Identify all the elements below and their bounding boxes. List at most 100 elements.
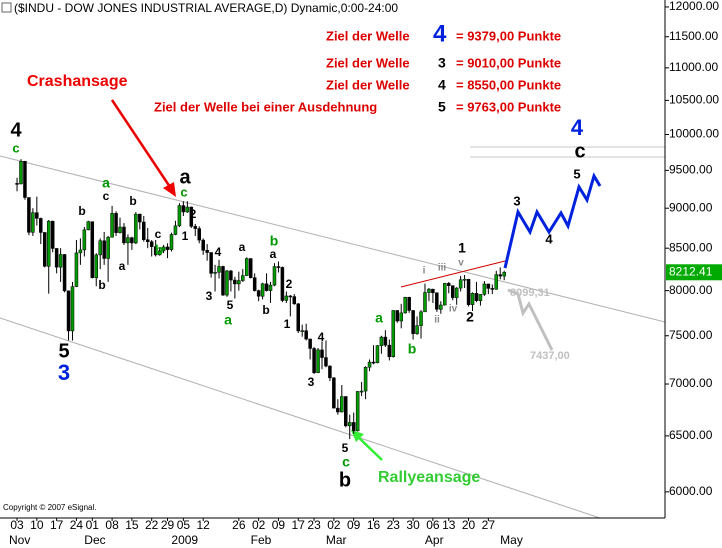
candle-body bbox=[106, 236, 110, 259]
candle-body bbox=[260, 283, 265, 297]
candle-body bbox=[304, 330, 308, 340]
wave-label: 3 bbox=[513, 193, 520, 208]
x-tick-label: 08 bbox=[105, 518, 119, 532]
candle-body bbox=[90, 221, 95, 278]
wave-label: 3 bbox=[58, 360, 70, 385]
wave-label: 1 bbox=[182, 229, 189, 243]
candle-body bbox=[466, 279, 471, 305]
x-tick-label: 22 bbox=[145, 518, 159, 532]
candle-body bbox=[486, 283, 491, 289]
candle-body bbox=[19, 160, 23, 185]
y-tick-label: 8500.00 bbox=[669, 240, 713, 254]
x-tick-label: 02 bbox=[252, 518, 266, 532]
candle-body bbox=[122, 226, 126, 244]
wave-label: a bbox=[119, 259, 126, 273]
candle-body bbox=[391, 310, 396, 358]
candle-body bbox=[221, 266, 225, 296]
channel-line bbox=[0, 155, 666, 323]
candle-body bbox=[248, 258, 253, 278]
candle-body bbox=[74, 252, 79, 287]
wave-label: 5 bbox=[342, 441, 349, 455]
target-value: = 9763,00 Punkte bbox=[456, 99, 561, 114]
candle-body bbox=[205, 250, 209, 253]
x-tick-label: 09 bbox=[347, 518, 361, 532]
candle-body bbox=[149, 241, 154, 247]
wave-label: 4 bbox=[571, 115, 584, 140]
candle-body bbox=[165, 246, 170, 250]
candle-body bbox=[367, 361, 372, 368]
wave-label: b bbox=[155, 242, 164, 258]
y-tick-label: 6000.00 bbox=[669, 484, 713, 498]
candle-body bbox=[201, 239, 205, 251]
candle-body bbox=[256, 290, 261, 297]
candle-body bbox=[407, 297, 411, 311]
target-value: = 9379,00 Punkte bbox=[456, 28, 561, 43]
candle-body bbox=[98, 240, 102, 256]
channel-line bbox=[0, 317, 601, 519]
candle-body bbox=[300, 330, 304, 332]
wave-label: iii bbox=[438, 263, 447, 274]
y-tick-label: 9500.00 bbox=[669, 163, 713, 177]
candle-body bbox=[474, 293, 479, 301]
arrow bbox=[355, 434, 383, 461]
symbol-icon bbox=[1, 2, 12, 13]
candle-body bbox=[185, 206, 190, 213]
wave-label: b bbox=[270, 233, 279, 249]
candle-body bbox=[312, 348, 316, 373]
x-tick-label: 17 bbox=[292, 518, 306, 532]
x-tick-label: 12 bbox=[197, 518, 211, 532]
arrow bbox=[110, 99, 174, 191]
candle-body bbox=[371, 361, 376, 364]
candle-body bbox=[268, 284, 273, 291]
candle-body bbox=[193, 226, 198, 229]
candle-body bbox=[344, 396, 348, 427]
candle-body bbox=[308, 338, 312, 349]
candle-body bbox=[328, 365, 332, 379]
wave-label: i bbox=[423, 266, 426, 277]
wave-label: 3 bbox=[206, 289, 213, 303]
candle-body bbox=[435, 292, 439, 310]
candle-body bbox=[403, 297, 407, 314]
wave-label: 4 bbox=[318, 330, 325, 344]
x-tick-label: 01 bbox=[86, 518, 100, 532]
wave-label: c bbox=[574, 140, 585, 162]
wave-label: a bbox=[179, 166, 191, 188]
candle-body bbox=[142, 221, 146, 240]
x-tick-label: 05 bbox=[177, 518, 191, 532]
x-tick-label: 09 bbox=[272, 518, 286, 532]
wave-label: 4 bbox=[545, 231, 553, 246]
x-tick-label: 03 bbox=[10, 518, 24, 532]
wave-label: 1 bbox=[458, 240, 466, 256]
candle-body bbox=[54, 248, 59, 268]
month-label: Feb bbox=[251, 533, 272, 547]
candle-body bbox=[35, 212, 39, 219]
candle-body bbox=[332, 377, 336, 409]
x-tick-label: 15 bbox=[125, 518, 139, 532]
candle-body bbox=[462, 279, 467, 281]
candle-body bbox=[217, 266, 221, 273]
candle-body bbox=[50, 220, 55, 249]
candle-body bbox=[46, 220, 51, 267]
wave-label: c bbox=[342, 454, 350, 470]
wave-label: b bbox=[78, 204, 85, 218]
last-price: 8212.41 bbox=[669, 264, 713, 278]
wave-label: 5 bbox=[227, 298, 234, 312]
candle-body bbox=[494, 274, 499, 290]
candle-body bbox=[415, 325, 419, 334]
candle-body bbox=[145, 239, 150, 242]
candle-body bbox=[43, 232, 47, 267]
x-tick-label: 20 bbox=[462, 518, 476, 532]
candle-body bbox=[284, 295, 289, 301]
x-tick-label: 29 bbox=[161, 518, 175, 532]
candle-body bbox=[264, 283, 269, 291]
candle-body bbox=[292, 296, 297, 305]
candle-body bbox=[411, 310, 415, 334]
candle-body bbox=[130, 237, 134, 244]
candle-body bbox=[355, 391, 360, 432]
wave-label: b bbox=[408, 341, 417, 357]
annotation: 8099,31 bbox=[510, 287, 550, 299]
candle-body bbox=[478, 294, 483, 301]
